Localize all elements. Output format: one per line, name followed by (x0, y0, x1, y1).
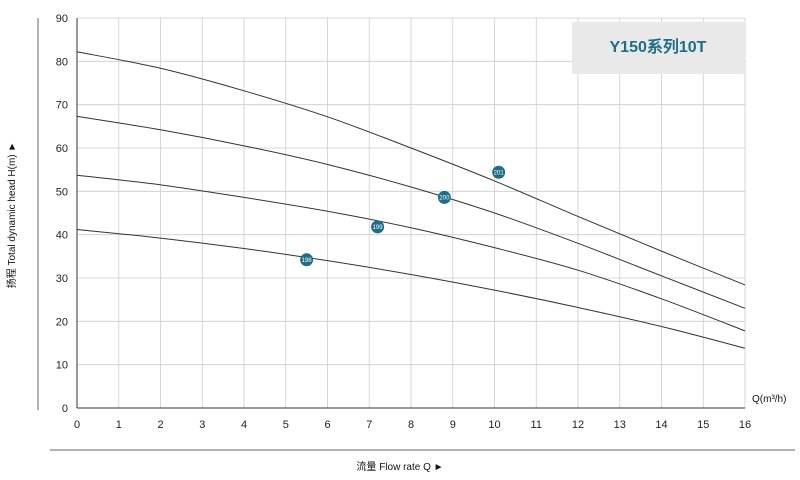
x-tick-label: 2 (157, 419, 163, 431)
x-tick-label: 4 (241, 419, 247, 431)
y-tick-label: 90 (56, 13, 68, 25)
y-tick-label: 80 (56, 56, 68, 68)
grid-lines (76, 17, 746, 409)
x-tick-label: 12 (572, 419, 584, 431)
x-tick-label: 6 (324, 419, 330, 431)
x-tick-label: 11 (531, 419, 542, 431)
axes (37, 18, 795, 451)
series-curve-200 (76, 115, 746, 309)
x-tick-label: 1 (116, 419, 122, 431)
y-tick-label: 40 (56, 230, 68, 242)
x-axis-title: 流量 Flow rate Q ► (356, 460, 443, 473)
x-tick-label: 9 (450, 419, 456, 431)
series-marker-201 (492, 165, 506, 179)
series-label-200: 200 (439, 195, 450, 201)
series-markers: 198 199 200 201 (300, 165, 506, 267)
x-tick-label: 14 (655, 419, 667, 431)
series-marker-199 (371, 220, 385, 234)
y-tick-label: 60 (56, 143, 68, 155)
y-tick-label: 20 (56, 316, 68, 328)
x-tick-label: 3 (199, 419, 205, 431)
x-tick-label: 0 (74, 419, 80, 431)
x-tick-label: 8 (408, 419, 414, 431)
series-curve-198 (76, 228, 746, 349)
y-tick-labels: 0 10 20 30 40 50 60 70 80 90 (56, 13, 68, 415)
x-tick-label: 13 (614, 419, 626, 431)
y-tick-label: 30 (56, 273, 68, 285)
y-tick-label: 10 (56, 360, 68, 372)
y-tick-label: 50 (56, 186, 68, 198)
chart-title: Y150系列10T (610, 37, 707, 56)
x-tick-label: 7 (366, 419, 372, 431)
title-badge: Y150系列10T (572, 22, 744, 74)
series-marker-200 (437, 190, 451, 204)
series-label-199: 199 (373, 225, 384, 231)
series-label-201: 201 (494, 170, 505, 176)
title-badge-background (572, 22, 744, 74)
series-label-198: 198 (302, 258, 313, 264)
x-tick-label: 5 (283, 419, 289, 431)
series-marker-198 (300, 253, 314, 267)
y-axis-title: 扬程 Total dynamic head H(m) ► (5, 142, 18, 289)
series-curve-199 (76, 174, 746, 332)
x-tick-label: 15 (697, 419, 709, 431)
y-tick-label: 0 (62, 403, 68, 415)
x-unit-label: Q(m³/h) (752, 394, 786, 405)
x-tick-labels: 0 1 2 3 4 5 6 7 8 9 10 11 12 13 14 15 16 (74, 419, 751, 431)
y-tick-label: 70 (56, 100, 68, 112)
series-curves (76, 51, 746, 349)
x-tick-label: 10 (488, 419, 500, 431)
x-tick-label: 16 (739, 419, 751, 431)
series-curve-201 (76, 51, 746, 286)
